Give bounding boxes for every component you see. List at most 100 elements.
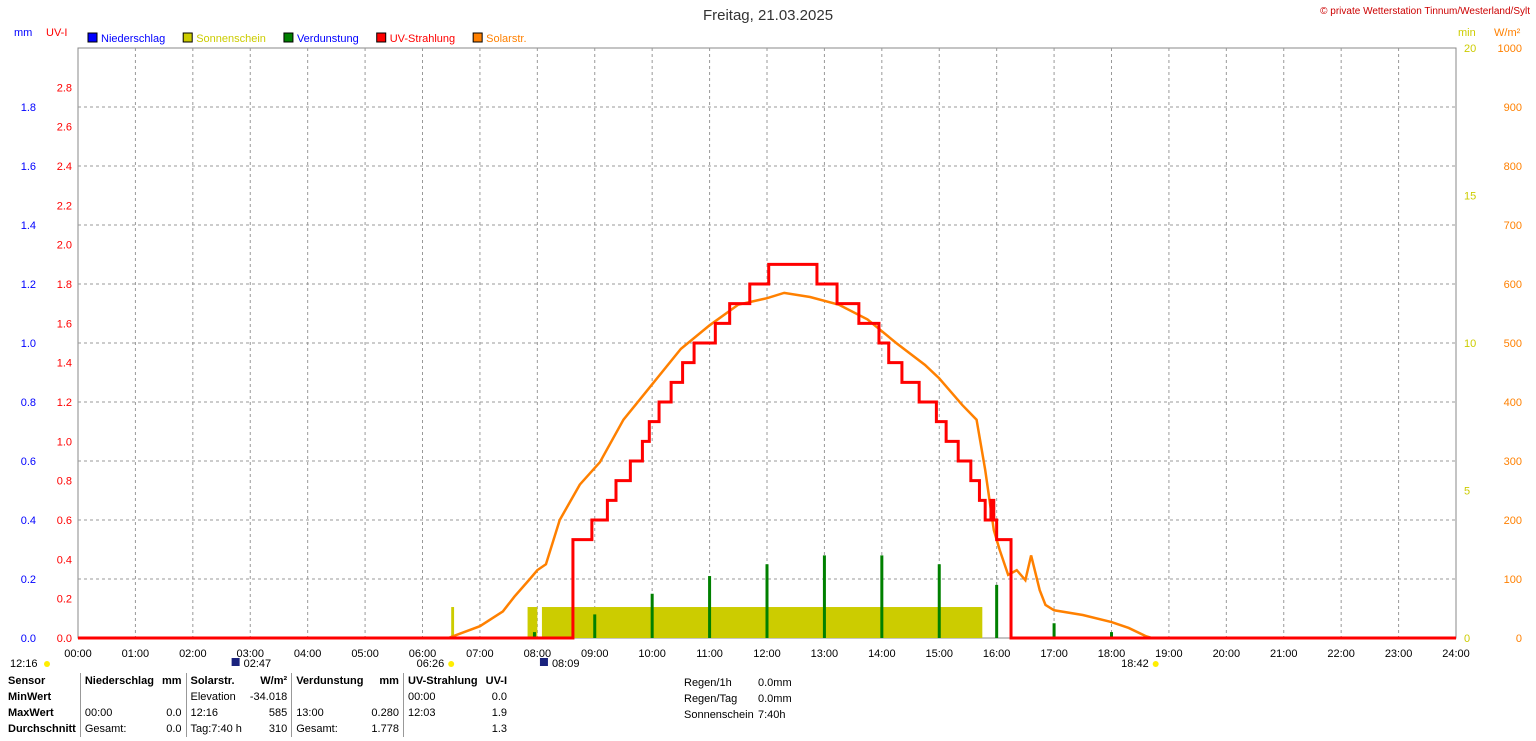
legend-label: Verdunstung [297, 33, 359, 45]
stats-cell: 12:16 [185, 705, 246, 721]
evaporation-bar [880, 555, 884, 638]
header-cell: Sensor [8, 675, 46, 687]
stats-cell: 0.0 [491, 691, 508, 703]
uv-tick-label: 1.4 [57, 358, 72, 370]
sunrise-icon [448, 661, 455, 667]
stats-cell: Gesamt: [291, 721, 368, 737]
stats-cell: Elevation [185, 689, 246, 705]
summary-label: Sonnenschein [684, 709, 754, 721]
legend-label: Sonnenschein [196, 33, 266, 45]
summary-row: Regen/Tag 0.0mm [684, 691, 792, 707]
x-tick-label: 08:00 [524, 648, 552, 660]
stats-header-row: Sensor Niederschlag mm Solarstr. W/m² Ve… [4, 673, 511, 689]
uv-tick-label: 2.2 [57, 200, 72, 212]
uv-tick-label: 1.8 [57, 279, 72, 291]
x-tick-label: 21:00 [1270, 648, 1298, 660]
legend-swatch [182, 32, 193, 43]
evaporation-bar [822, 555, 826, 638]
mm-tick-label: 0.2 [21, 574, 36, 586]
stats-cell: 585 [268, 707, 288, 719]
mm-tick-label: 0.6 [21, 456, 36, 468]
legend-swatch [87, 32, 98, 43]
x-tick-label: 24:00 [1442, 648, 1470, 660]
x-tick-label: 22:00 [1327, 648, 1355, 660]
stats-cell: 1.3 [491, 723, 508, 735]
marker-time: 08:09 [552, 658, 580, 670]
marker-time: 12:16 [10, 658, 38, 670]
legend-swatch [283, 32, 294, 43]
x-tick-label: 10:00 [638, 648, 666, 660]
stats-cell: 00:00 [402, 689, 482, 705]
x-tick-label: 02:00 [179, 648, 207, 660]
wm2-tick-label: 600 [1504, 279, 1522, 291]
stats-cell: 310 [268, 723, 288, 735]
stats-cell: -34.018 [249, 691, 288, 703]
mm-tick-label: 0.0 [21, 633, 36, 645]
header-cell: Verdunstung [291, 673, 368, 689]
uv-tick-label: 0.0 [57, 633, 72, 645]
stats-cell [158, 689, 186, 705]
stats-row: MaxWert 00:00 0.0 12:16 585 13:00 0.280 12:03 1.… [4, 705, 511, 721]
uv-tick-label: 1.0 [57, 436, 72, 448]
min-tick-label: 5 [1464, 486, 1470, 498]
stats-cell: Tag:7:40 h [185, 721, 246, 737]
stats-cell: MinWert [8, 691, 52, 703]
mm-tick-label: 1.6 [21, 161, 36, 173]
stats-cell: 0.0 [166, 707, 182, 719]
header-cell: Niederschlag [79, 673, 158, 689]
header-cell: UV-Strahlung [402, 673, 482, 689]
min-tick-label: 20 [1464, 43, 1476, 55]
summary-value: 0.0mm [758, 677, 792, 689]
wm2-tick-label: 200 [1504, 515, 1522, 527]
evaporation-bar [593, 614, 597, 638]
x-tick-label: 04:00 [294, 648, 322, 660]
sunshine-bar [451, 607, 455, 638]
uv-axis-label: UV-I [46, 27, 67, 39]
uv-tick-label: 2.8 [57, 82, 72, 94]
stats-cell: 1.778 [371, 723, 399, 735]
mm-tick-label: 1.2 [21, 279, 36, 291]
x-tick-label: 23:00 [1385, 648, 1413, 660]
min-tick-label: 0 [1464, 633, 1470, 645]
summary-value: 7:40h [758, 709, 786, 721]
stats-cell: MaxWert [8, 707, 54, 719]
uv-tick-label: 0.8 [57, 476, 72, 488]
uv-tick-label: 0.2 [57, 594, 72, 606]
header-cell: mm [161, 675, 182, 687]
sun-icon [44, 661, 50, 667]
wm2-tick-label: 800 [1504, 161, 1522, 173]
x-tick-label: 05:00 [351, 648, 379, 660]
header-cell: UV-I [485, 675, 508, 687]
wm2-tick-label: 700 [1504, 220, 1522, 232]
copyright-text: © private Wetterstation Tinnum/Westerlan… [1320, 6, 1530, 17]
wm2-tick-label: 300 [1504, 456, 1522, 468]
x-tick-label: 18:00 [1098, 648, 1126, 660]
stats-cell: Gesamt: [79, 721, 158, 737]
wm2-tick-label: 900 [1504, 102, 1522, 114]
moonrise-icon [231, 658, 240, 666]
sunshine-bar [527, 607, 538, 638]
x-tick-label: 06:00 [409, 648, 437, 660]
stats-row: Durchschnitt Gesamt: 0.0 Tag:7:40 h 310 Gesam… [4, 721, 511, 737]
mm-tick-label: 0.8 [21, 397, 36, 409]
header-cell: mm [379, 675, 399, 687]
x-tick-label: 11:00 [696, 648, 723, 660]
legend-swatch [376, 32, 387, 43]
uv-tick-label: 2.4 [57, 161, 72, 173]
evaporation-bar [708, 576, 712, 638]
marker-time: 02:47 [244, 658, 272, 670]
stats-cell: 0.0 [166, 723, 182, 735]
summary-row: Sonnenschein 7:40h [684, 707, 792, 723]
wm2-tick-label: 100 [1504, 574, 1522, 586]
evaporation-bar [650, 593, 654, 638]
stats-table: Sensor Niederschlag mm Solarstr. W/m² Ve… [4, 673, 511, 737]
summary-label: Regen/1h [684, 677, 732, 689]
evaporation-bar [1110, 632, 1113, 638]
mm-tick-label: 0.4 [21, 515, 36, 527]
stats-cell: 1.9 [491, 707, 508, 719]
x-tick-label: 13:00 [811, 648, 839, 660]
uv-tick-label: 1.6 [57, 318, 72, 330]
header-cell: Solarstr. [185, 673, 246, 689]
summary-value: 0.0mm [758, 693, 792, 705]
